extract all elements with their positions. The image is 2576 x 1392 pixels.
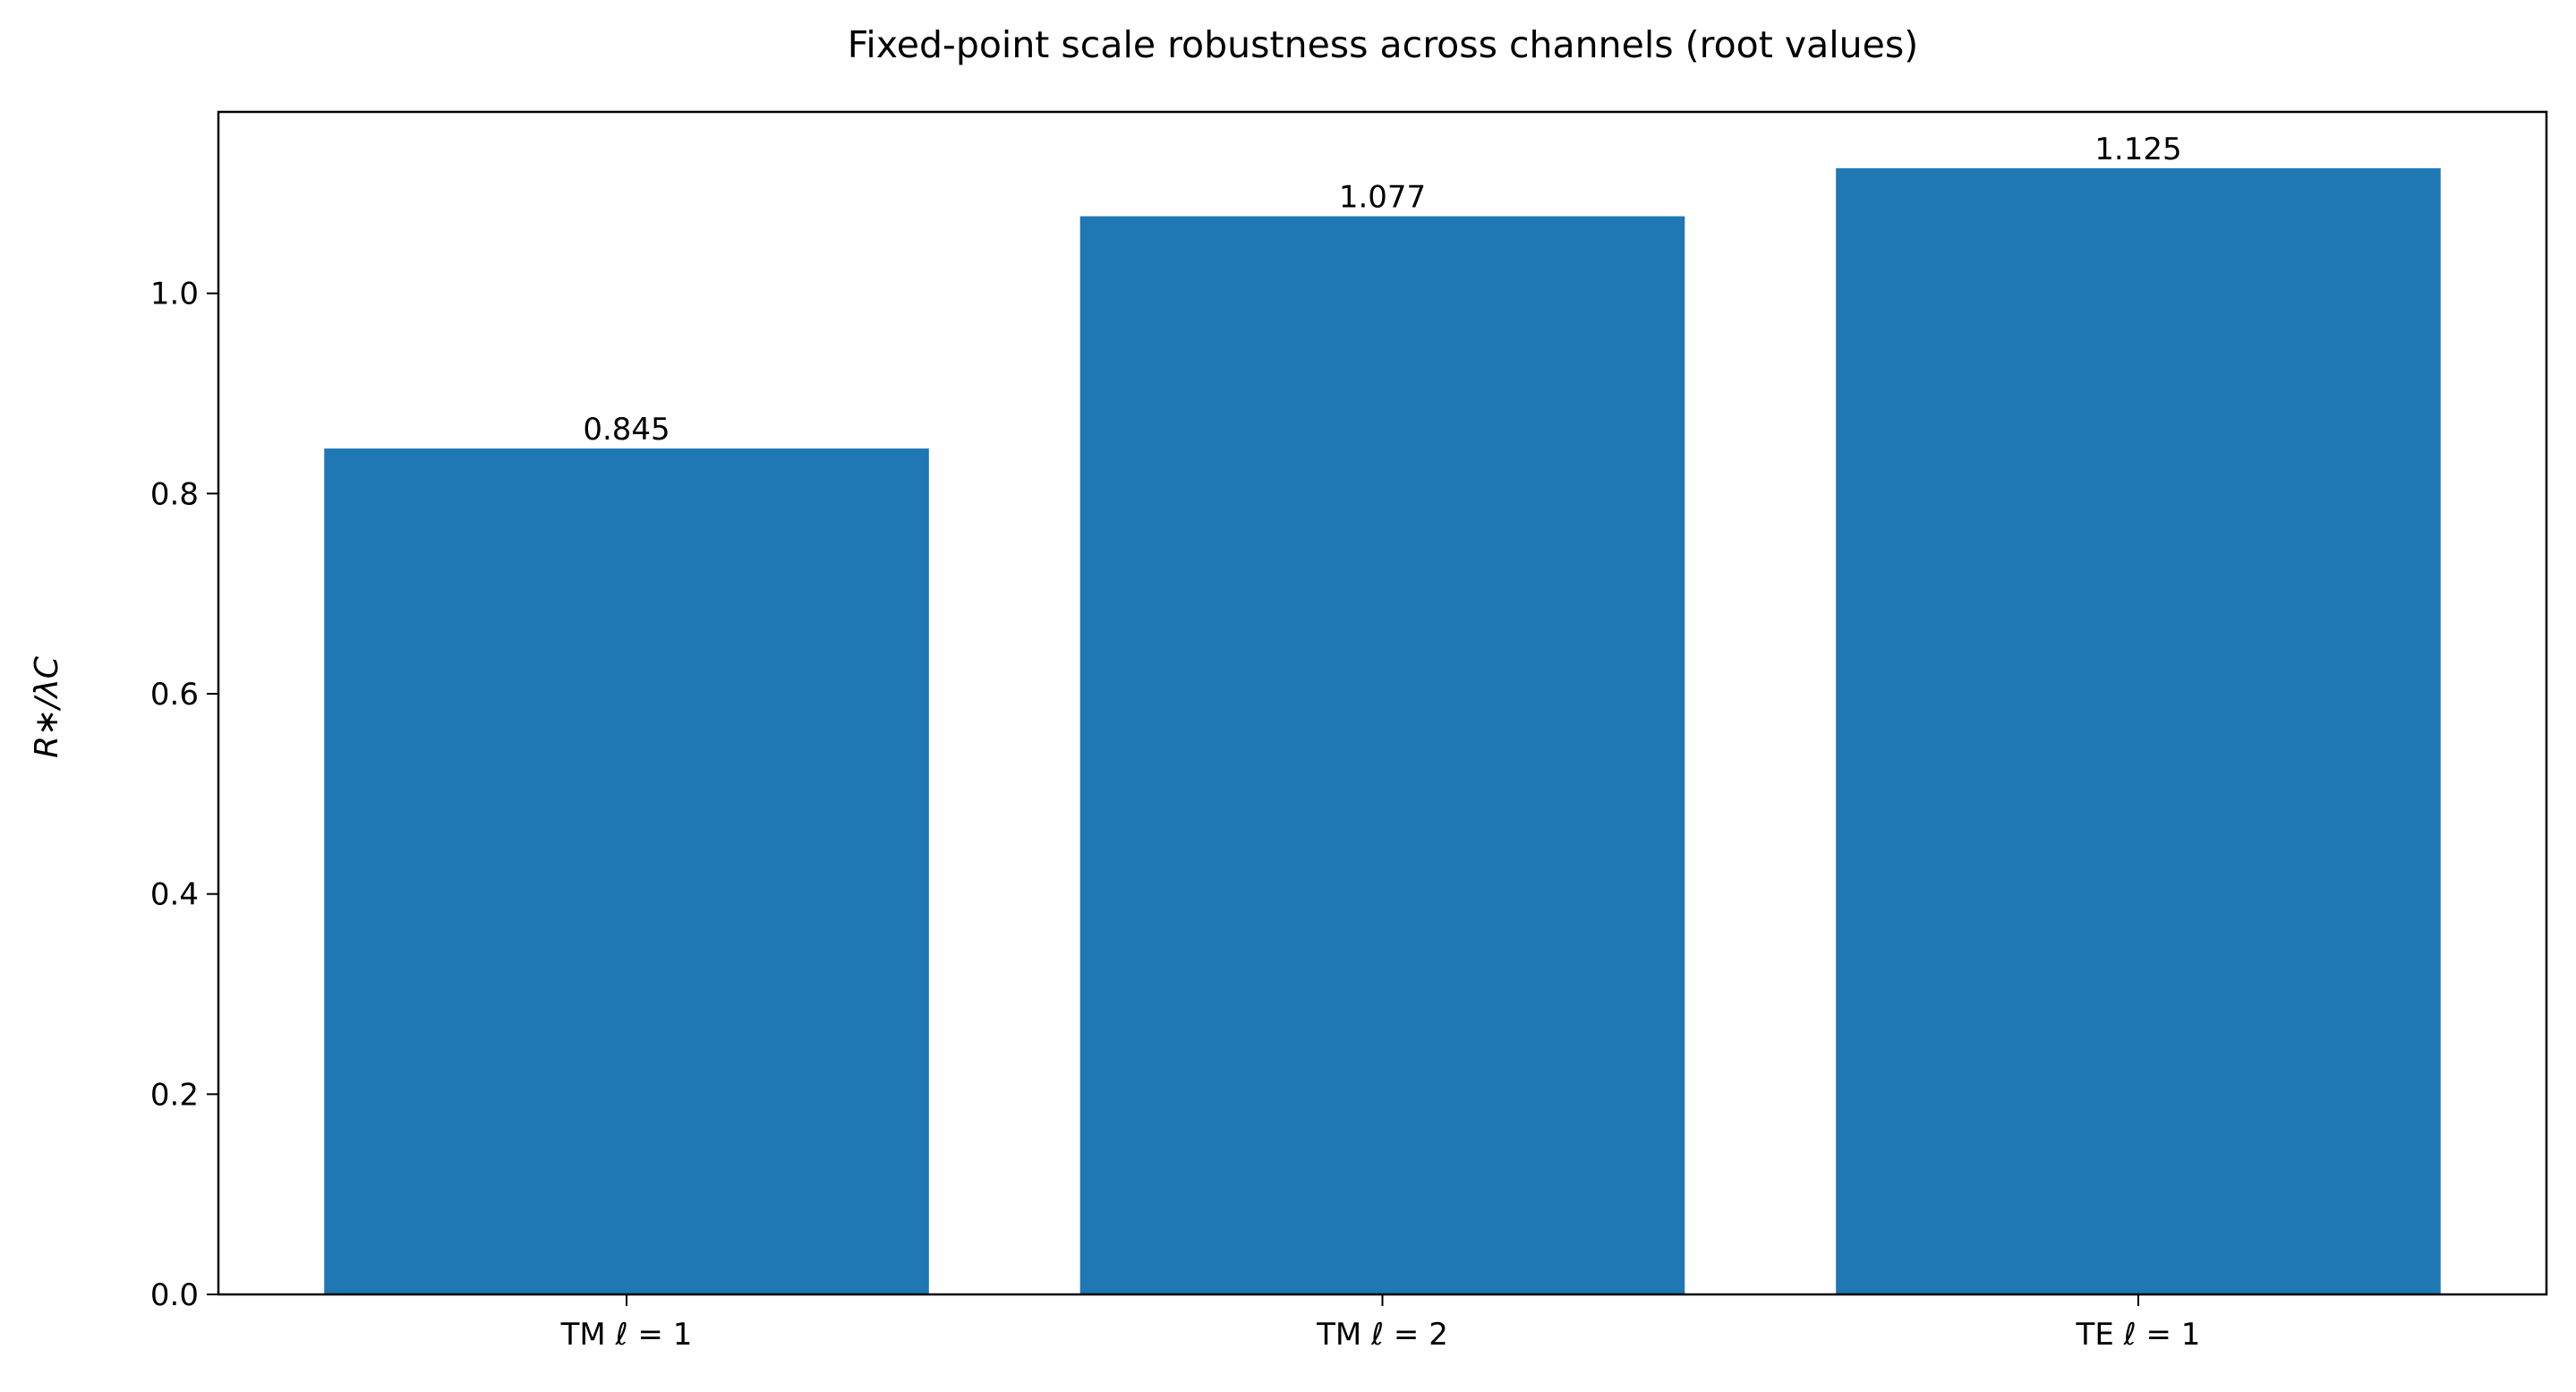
value-label: 0.845 (583, 412, 670, 448)
value-label: 1.077 (1339, 180, 1426, 216)
y-tick-label: 0.0 (150, 1277, 199, 1313)
x-tick-label: TM ℓ = 2 (1316, 1317, 1448, 1353)
x-tick-label: TE ℓ = 1 (2076, 1317, 2201, 1353)
y-tick-label: 0.4 (150, 877, 199, 913)
y-tick-label: 0.2 (150, 1077, 199, 1113)
chart-title: Fixed-point scale robustness across chan… (848, 23, 1918, 66)
axes-frame (217, 110, 2548, 1296)
bar (324, 448, 929, 1294)
bar (1836, 167, 2441, 1294)
bar (1079, 216, 1685, 1294)
y-tick-label: 1.0 (150, 277, 199, 312)
x-tick-label: TM ℓ = 1 (560, 1317, 693, 1353)
y-axis-label: R∗/λC (29, 655, 65, 758)
value-label: 1.125 (2094, 132, 2181, 167)
y-tick-label: 0.8 (150, 476, 199, 512)
y-tick-label: 0.6 (150, 677, 199, 713)
